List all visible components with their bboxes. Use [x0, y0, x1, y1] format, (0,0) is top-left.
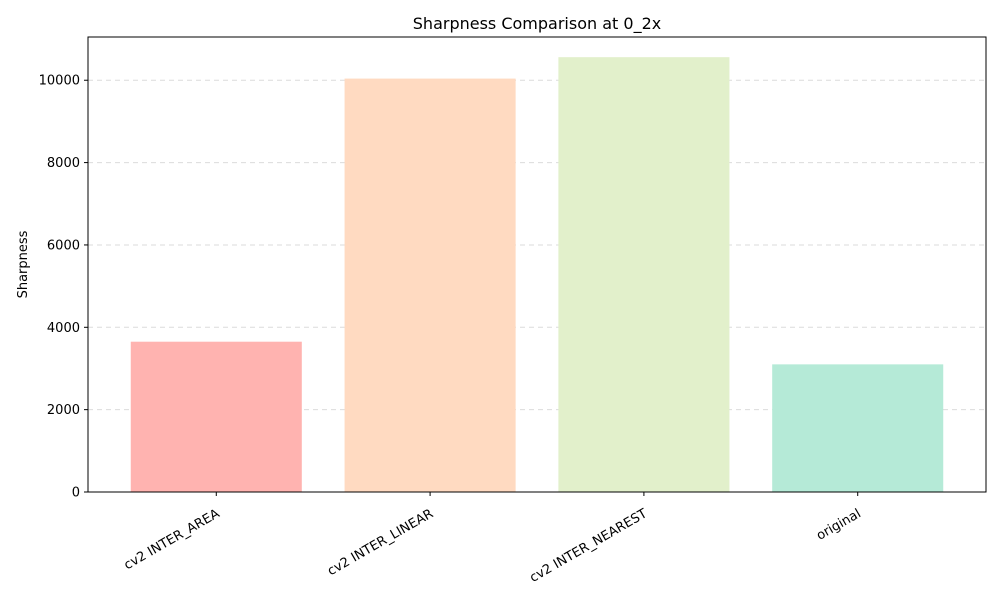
y-tick-label: 6000 — [47, 238, 80, 253]
y-axis-label: Sharpness — [16, 230, 31, 298]
y-axis: 0 2000 4000 6000 8000 10000 — [39, 74, 88, 501]
y-tick-label: 8000 — [47, 156, 80, 171]
y-tick-label: 10000 — [39, 74, 80, 89]
x-tick-label: original — [814, 506, 864, 543]
x-tick-label: cv2 INTER_AREA — [122, 506, 223, 573]
y-tick-label: 0 — [72, 486, 80, 501]
bars — [130, 57, 944, 493]
x-tick-label: cv2 INTER_NEAREST — [527, 506, 650, 585]
plot-frame — [87, 36, 987, 493]
bar — [130, 341, 302, 492]
x-tick-label: cv2 INTER_LINEAR — [325, 506, 436, 579]
y-tick-label: 2000 — [47, 403, 80, 418]
y-tick-label: 4000 — [47, 321, 80, 336]
bar — [344, 78, 516, 493]
bar — [772, 364, 944, 492]
chart-title: Sharpness Comparison at 0_2x — [413, 14, 661, 34]
bar — [558, 57, 730, 492]
x-axis: cv2 INTER_AREA cv2 INTER_LINEAR cv2 INTER_… — [122, 492, 864, 586]
